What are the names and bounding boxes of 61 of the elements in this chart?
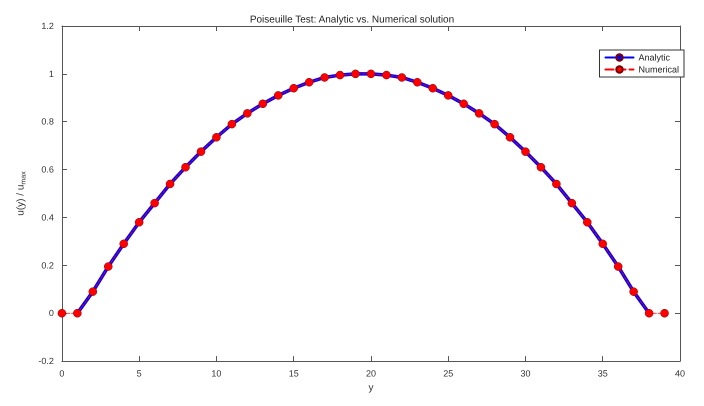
y-tick-label: 0	[48, 308, 54, 318]
point	[506, 133, 514, 142]
x-axis-title: y	[368, 382, 374, 394]
point	[289, 84, 298, 92]
point	[320, 73, 329, 82]
y-tick-label: 0.4	[41, 212, 54, 222]
point	[490, 120, 499, 128]
point	[119, 240, 128, 248]
point	[413, 78, 422, 86]
point	[660, 308, 669, 318]
point	[243, 109, 252, 118]
point	[166, 180, 174, 188]
point	[150, 198, 159, 208]
x-tick-label: 30	[520, 368, 530, 379]
legend-label: Numerical	[638, 64, 680, 74]
y-tick-label: 1.2	[41, 21, 54, 31]
point	[536, 162, 546, 172]
y-tick-label: 0.8	[41, 116, 54, 127]
y-tick-label: -0.2	[38, 356, 54, 366]
x-tick-label: 25	[443, 368, 454, 379]
point	[583, 218, 592, 227]
point	[444, 91, 452, 100]
point	[58, 308, 66, 318]
point	[382, 70, 391, 80]
point	[73, 308, 82, 318]
point	[258, 100, 268, 108]
point	[398, 73, 406, 82]
point	[552, 180, 561, 188]
point	[212, 133, 221, 142]
point	[629, 287, 638, 296]
x-tick-label: 40	[674, 368, 686, 379]
point	[134, 218, 144, 227]
x-tick-label: 35	[598, 368, 608, 379]
x-tick-label: 20	[366, 368, 376, 379]
point	[104, 262, 113, 271]
point	[428, 84, 438, 92]
x-tick-label: 15	[288, 368, 299, 379]
y-tick-label: 0.6	[41, 164, 54, 175]
point	[336, 70, 344, 80]
point	[459, 100, 468, 108]
chart-title: Poiseuille Test: Analytic vs. Numerical solution	[250, 14, 454, 26]
point	[568, 198, 576, 208]
point	[274, 91, 282, 100]
point	[228, 120, 236, 128]
x-tick-label: 0	[59, 368, 64, 379]
point	[521, 147, 530, 156]
point	[644, 308, 654, 318]
point	[598, 240, 607, 248]
point	[304, 78, 314, 86]
legend-label: Analytic	[638, 52, 671, 62]
point	[351, 70, 360, 78]
point	[88, 287, 98, 296]
point	[474, 109, 484, 118]
point	[614, 262, 622, 271]
y-tick-label: 1	[48, 68, 54, 79]
point	[366, 70, 376, 78]
point	[196, 147, 206, 156]
point	[181, 162, 190, 172]
y-tick-label: 0.2	[41, 260, 54, 270]
x-tick-label: 10	[211, 368, 222, 379]
x-tick-label: 5	[136, 368, 142, 379]
